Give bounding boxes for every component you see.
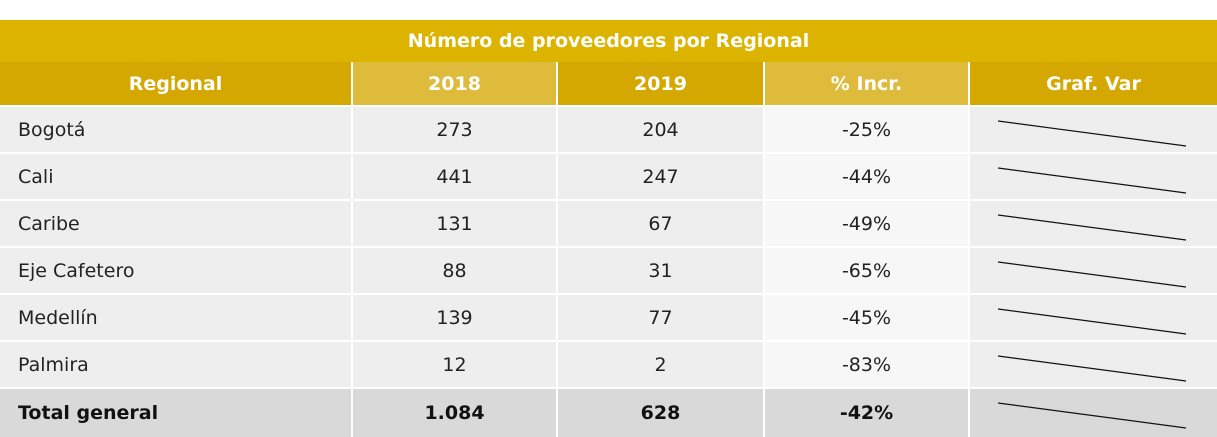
- table-title: Número de proveedores por Regional: [0, 20, 1217, 62]
- data-row: Bogotá 273 204 -25%: [0, 107, 1217, 154]
- data-row: Palmira 12 2 -83%: [0, 342, 1217, 389]
- sparkline: [997, 214, 1187, 241]
- data-row: Caribe 131 67 -49%: [0, 201, 1217, 248]
- value-cell: 1.084: [353, 389, 558, 437]
- graph-cell: [970, 107, 1217, 154]
- region-cell: Total general: [0, 389, 353, 437]
- value-cell: 31: [558, 248, 765, 295]
- sparkline: [997, 402, 1187, 429]
- value-cell: 204: [558, 107, 765, 154]
- value-cell: 88: [353, 248, 558, 295]
- sparkline: [997, 261, 1187, 288]
- graph-cell: [970, 201, 1217, 248]
- value-cell: 77: [558, 295, 765, 342]
- value-cell: 139: [353, 295, 558, 342]
- sparkline-line: [997, 308, 1187, 335]
- header-cell: 2019: [558, 62, 765, 107]
- header-cell: 2018: [353, 62, 558, 107]
- sparkline: [997, 355, 1187, 382]
- value-cell: -45%: [765, 295, 970, 342]
- sparkline-line: [997, 120, 1187, 147]
- region-cell: Bogotá: [0, 107, 353, 154]
- value-cell: 2: [558, 342, 765, 389]
- header-row: Regional 2018 2019% Incr. Graf. Var: [0, 62, 1217, 107]
- region-cell: Caribe: [0, 201, 353, 248]
- header-cell: % Incr.: [765, 62, 970, 107]
- graph-cell: [970, 389, 1217, 437]
- value-cell: 628: [558, 389, 765, 437]
- value-cell: 12: [353, 342, 558, 389]
- sparkline-line: [997, 355, 1187, 382]
- value-cell: 247: [558, 154, 765, 201]
- region-cell: Eje Cafetero: [0, 248, 353, 295]
- graph-cell: [970, 248, 1217, 295]
- value-cell: -49%: [765, 201, 970, 248]
- sparkline: [997, 308, 1187, 335]
- data-row: Medellín 139 77 -45%: [0, 295, 1217, 342]
- total-row: Total general 1.084 628 -42%: [0, 389, 1217, 437]
- sparkline-line: [997, 214, 1187, 241]
- sparkline: [997, 120, 1187, 147]
- sparkline-line: [997, 402, 1187, 429]
- value-cell: -42%: [765, 389, 970, 437]
- graph-cell: [970, 342, 1217, 389]
- graph-cell: [970, 295, 1217, 342]
- value-cell: -65%: [765, 248, 970, 295]
- header-cell: Regional: [0, 62, 353, 107]
- sparkline-line: [997, 261, 1187, 288]
- region-cell: Medellín: [0, 295, 353, 342]
- value-cell: -83%: [765, 342, 970, 389]
- value-cell: 441: [353, 154, 558, 201]
- value-cell: -44%: [765, 154, 970, 201]
- header-cell: Graf. Var: [970, 62, 1217, 107]
- data-row: Eje Cafetero 88 31 -65%: [0, 248, 1217, 295]
- value-cell: 273: [353, 107, 558, 154]
- sparkline: [997, 167, 1187, 194]
- region-cell: Cali: [0, 154, 353, 201]
- region-cell: Palmira: [0, 342, 353, 389]
- table: Número de proveedores por Regional Regio…: [0, 20, 1217, 437]
- value-cell: 67: [558, 201, 765, 248]
- sparkline-line: [997, 167, 1187, 194]
- data-row: Cali 441 247 -44%: [0, 154, 1217, 201]
- graph-cell: [970, 154, 1217, 201]
- value-cell: 131: [353, 201, 558, 248]
- value-cell: -25%: [765, 107, 970, 154]
